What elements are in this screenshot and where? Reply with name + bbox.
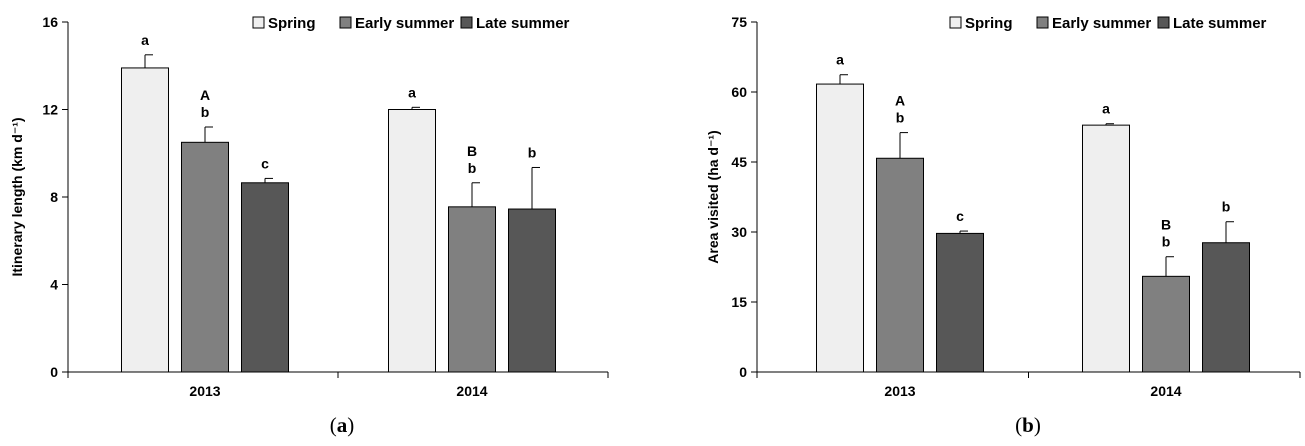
significance-letter: A — [200, 87, 210, 103]
legend-label: Late summer — [476, 15, 570, 32]
significance-letter: c — [261, 155, 269, 171]
panel-letter: b — [1022, 413, 1034, 437]
bar — [181, 141, 229, 373]
y-tick-label: 75 — [731, 14, 747, 30]
x-category-label: 2013 — [884, 383, 915, 399]
bar — [936, 232, 984, 373]
significance-letter: c — [956, 208, 964, 224]
bar — [1142, 275, 1190, 373]
legend-label: Late summer — [1173, 15, 1267, 32]
y-tick-label: 12 — [42, 102, 58, 118]
legend-label: Spring — [268, 15, 316, 32]
significance-letter: B — [467, 143, 477, 159]
x-category-label: 2014 — [1150, 383, 1181, 399]
bar — [121, 67, 169, 373]
panel-label: (b) — [1015, 413, 1041, 437]
legend-swatch — [252, 16, 265, 29]
legend-label: Early summer — [1052, 15, 1151, 32]
significance-letter: a — [836, 52, 844, 68]
y-axis-title: Itinerary length (km d⁻¹) — [9, 117, 25, 276]
y-tick-label: 0 — [739, 364, 747, 380]
legend-label: Early summer — [355, 15, 454, 32]
y-tick-label: 45 — [731, 154, 747, 170]
legend-swatch — [1157, 16, 1170, 29]
bar — [388, 109, 436, 373]
significance-letter: a — [408, 84, 416, 100]
significance-letter: a — [1102, 101, 1110, 117]
x-category-label: 2014 — [456, 383, 487, 399]
legend-swatch — [1036, 16, 1049, 29]
significance-letter: B — [1161, 217, 1171, 233]
chart-panel-a: 0 4 8 12 16 2013 2014 Itinerary length (km d⁻¹)… — [9, 14, 609, 437]
bar — [1202, 242, 1250, 373]
y-tick-label: 0 — [50, 364, 58, 380]
bar — [1082, 124, 1130, 373]
legend-swatch — [949, 16, 962, 29]
significance-letter: b — [1162, 234, 1171, 250]
bar — [241, 182, 289, 373]
y-tick-label: 8 — [50, 189, 58, 205]
y-tick-label: 4 — [50, 277, 58, 293]
bar — [448, 206, 496, 373]
y-tick-label: 60 — [731, 84, 747, 100]
panel-label: (a) — [330, 413, 355, 437]
significance-letter: b — [896, 110, 905, 126]
bar — [876, 157, 924, 373]
y-axis-title: Area visited (ha d⁻¹) — [705, 130, 721, 263]
significance-letter: a — [141, 32, 149, 48]
y-tick-label: 15 — [731, 294, 747, 310]
legend-label: Spring — [965, 15, 1013, 32]
bar — [816, 83, 864, 373]
chart-panel-b: 0 15 30 45 60 75 2013 2014 Area visited (ha d⁻¹)… — [705, 14, 1301, 437]
significance-letter: b — [468, 160, 477, 176]
y-tick-label: 30 — [731, 224, 747, 240]
y-tick-label: 16 — [42, 14, 58, 30]
significance-letter: b — [1222, 199, 1231, 215]
x-category-label: 2013 — [189, 383, 220, 399]
significance-letter: b — [201, 104, 210, 120]
legend-swatch — [460, 16, 473, 29]
significance-letter: A — [895, 93, 905, 109]
legend-swatch — [339, 16, 352, 29]
bar — [508, 208, 556, 373]
significance-letter: b — [528, 144, 537, 160]
panel-letter: a — [337, 413, 348, 437]
